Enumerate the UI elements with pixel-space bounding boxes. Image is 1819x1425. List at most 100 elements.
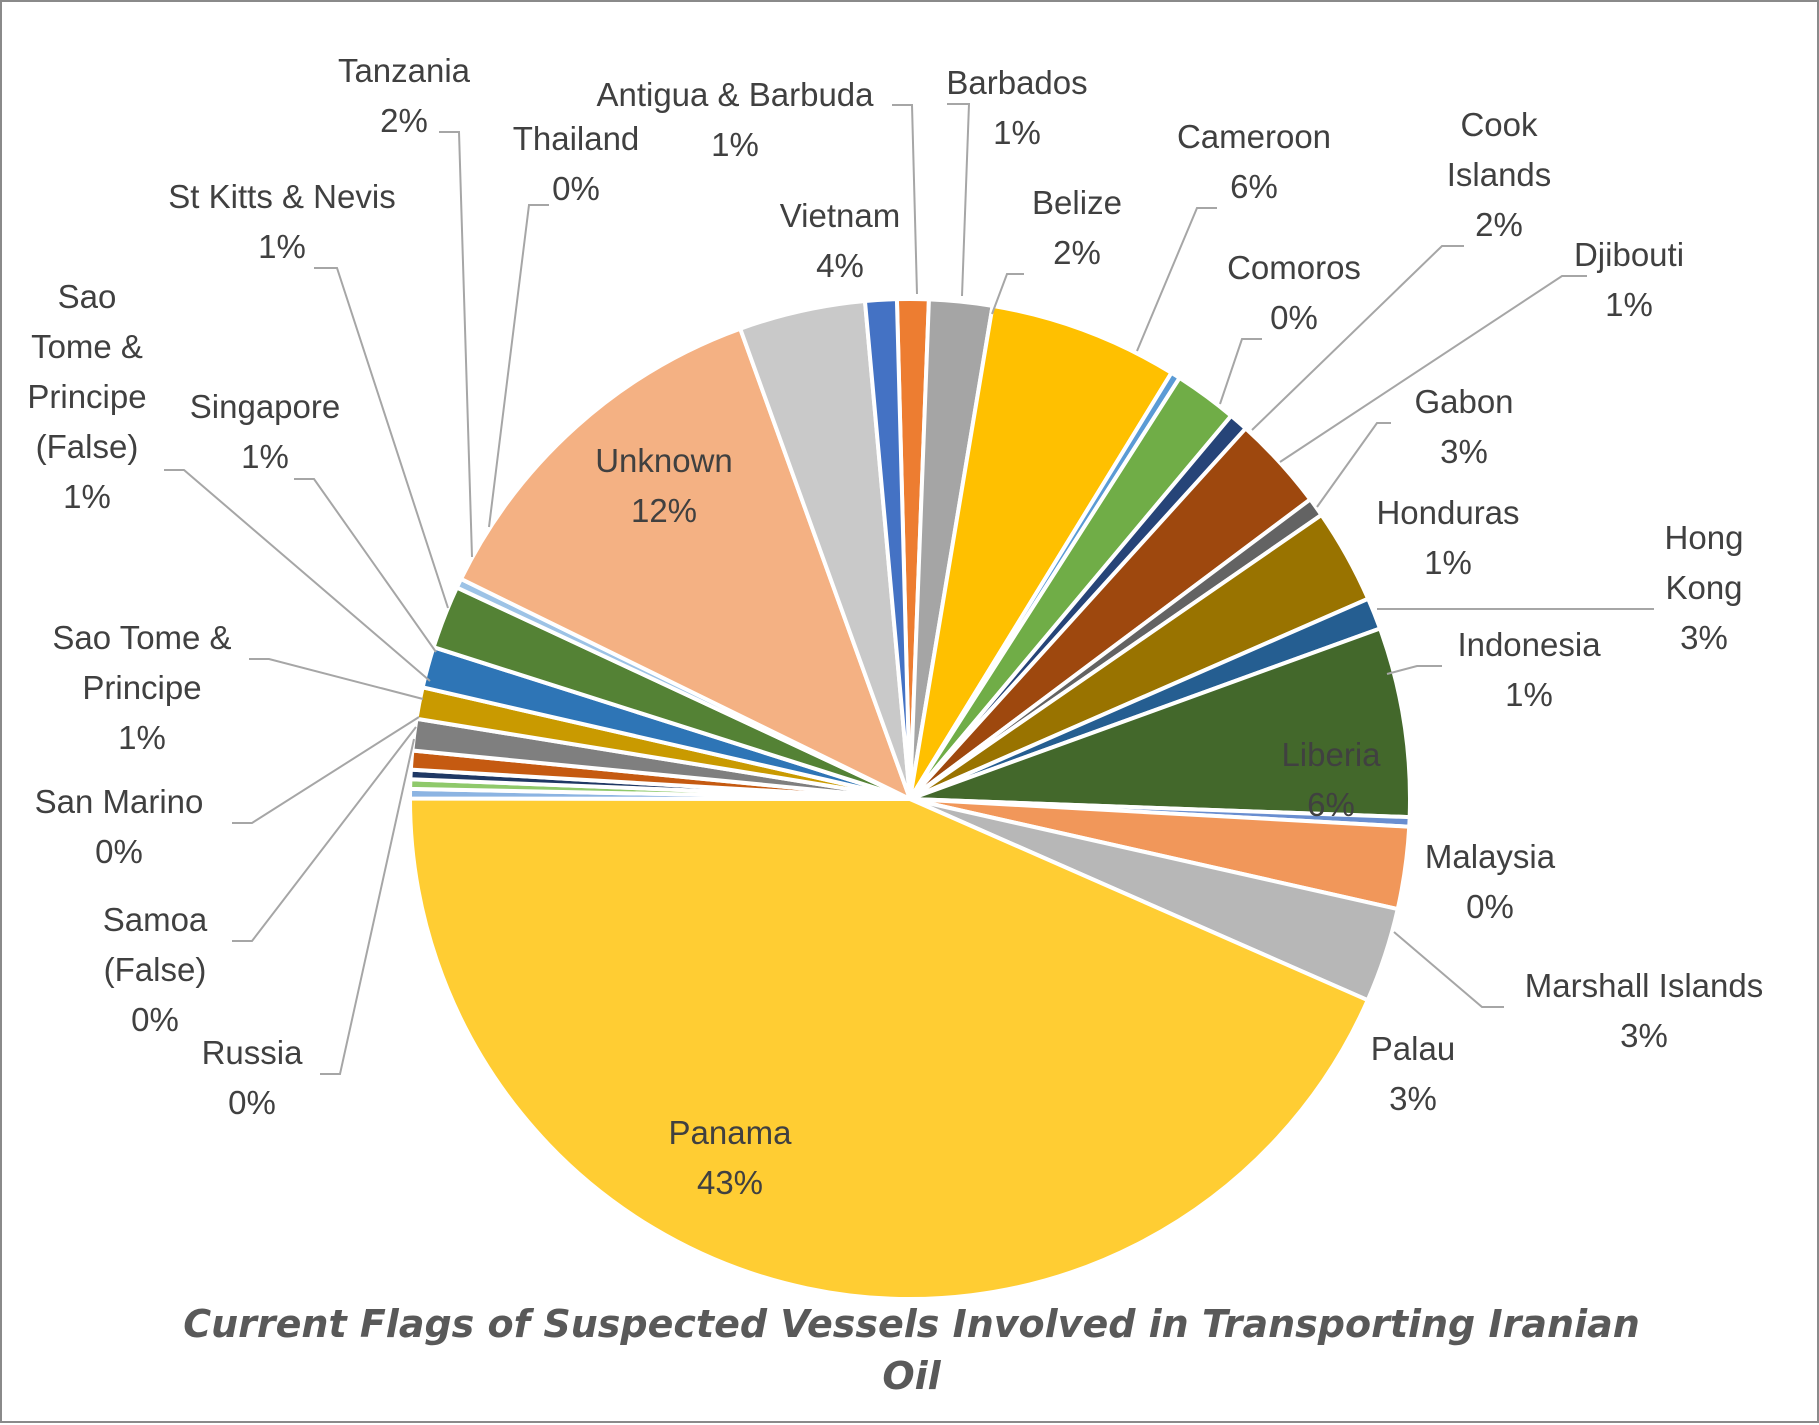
leader-line-russia — [320, 738, 415, 1075]
slice-label-gabon: Gabon 3% — [1414, 383, 1513, 470]
slice-label-russia: Russia 0% — [202, 1034, 304, 1121]
leader-line-barbados — [947, 103, 971, 297]
slice-label-line: (False) — [104, 951, 207, 988]
slice-label-line: 0% — [95, 833, 143, 870]
slice-label-line: Tome & — [31, 328, 143, 365]
slice-label-line: 3% — [1389, 1080, 1437, 1117]
slice-label-line: 2% — [380, 102, 428, 139]
slice-label-antigua-and-barbuda: Antigua & Barbuda 1% — [596, 76, 874, 163]
chart-title-line-1: Current Flags of Suspected Vessels Invol… — [183, 1302, 1640, 1346]
slice-label-line: Antigua & Barbuda — [596, 76, 874, 113]
slice-label-line: 0% — [131, 1001, 179, 1038]
pie-slice-panama — [408, 796, 1370, 1301]
leader-lines — [164, 103, 1654, 1075]
leader-line-thailand — [488, 204, 549, 528]
slice-label-djibouti: Djibouti 1% — [1574, 236, 1684, 323]
slice-label-vietnam: Vietnam 4% — [780, 197, 900, 284]
pie-slice-cameroon — [908, 303, 1174, 801]
slice-label-line: 1% — [241, 438, 289, 475]
slice-label-line: Islands — [1447, 156, 1552, 193]
slice-label-line: Palau — [1371, 1030, 1455, 1067]
leader-line-marshall-islands — [1393, 931, 1504, 1008]
slice-label-tanzania: Tanzania 2% — [338, 52, 471, 139]
leader-line-san-marino — [232, 716, 420, 824]
slice-label-line: St Kitts & Nevis — [168, 178, 395, 215]
slice-label-line: Samoa — [103, 901, 208, 938]
slice-label-samoa-false: Samoa (False) 0% — [103, 901, 208, 1038]
leader-line-sao-tome-and-principe-false — [164, 469, 431, 682]
slice-label-line: 2% — [1475, 206, 1523, 243]
slice-label-line: 1% — [118, 719, 166, 756]
slice-label-line: Indonesia — [1457, 626, 1601, 663]
slice-label-cook-islands: Cook Islands 2% — [1447, 106, 1552, 243]
slice-label-line: Thailand — [513, 120, 640, 157]
slice-label-line: Singapore — [190, 388, 340, 425]
slice-label-line: Tanzania — [338, 52, 471, 89]
slice-label-palau: Palau 3% — [1371, 1030, 1455, 1117]
slice-label-line: Gabon — [1414, 383, 1513, 420]
slice-label-line: Liberia — [1281, 736, 1381, 773]
pie-slice-liberia — [908, 626, 1412, 820]
slice-label-line: Cameroon — [1177, 118, 1331, 155]
slice-label-barbados: Barbados 1% — [946, 64, 1087, 151]
leader-line-sao-tome-and-principe — [249, 658, 424, 700]
slice-label-line: 3% — [1440, 433, 1488, 470]
slice-label-panama: Panama 43% — [669, 1114, 793, 1201]
slice-label-line: Barbados — [946, 64, 1087, 101]
slice-label-liberia: Liberia 6% — [1281, 736, 1381, 823]
slice-label-line: Belize — [1032, 184, 1122, 221]
slice-label-singapore: Singapore 1% — [190, 388, 340, 475]
leader-line-gabon — [1316, 422, 1391, 508]
slice-label-line: 6% — [1230, 168, 1278, 205]
pie-slice-unknown — [459, 326, 912, 801]
slice-label-line: 3% — [1680, 619, 1728, 656]
slice-label-line: Principe — [82, 669, 201, 706]
slice-label-line: 0% — [552, 170, 600, 207]
slice-label-line: Honduras — [1376, 494, 1519, 531]
slice-label-marshall-islands: Marshall Islands 3% — [1525, 967, 1763, 1054]
slice-label-line: Comoros — [1227, 249, 1361, 286]
slice-label-belize: Belize 2% — [1032, 184, 1122, 271]
slice-label-line: Vietnam — [780, 197, 900, 234]
slice-label-line: 2% — [1053, 234, 1101, 271]
leader-line-indonesia — [1386, 665, 1442, 675]
slice-label-sao-tome-and-principe-false: Sao Tome & Principe (False) 1% — [27, 278, 146, 515]
slice-label-line: 0% — [1270, 299, 1318, 336]
slice-label-line: 1% — [1605, 286, 1653, 323]
slice-label-line: 6% — [1307, 786, 1355, 823]
slice-label-line: Djibouti — [1574, 236, 1684, 273]
leader-line-antigua-and-barbuda — [892, 104, 918, 295]
slice-labels: Barbados 1% Belize 2% Cameroon 6% Comoros 0% Coo… — [27, 52, 1763, 1201]
slice-label-cameroon: Cameroon 6% — [1177, 118, 1331, 205]
slice-label-honduras: Honduras 1% — [1376, 494, 1519, 581]
slice-label-line: Malaysia — [1425, 838, 1556, 875]
slice-label-line: 4% — [816, 247, 864, 284]
slice-label-line: 12% — [631, 492, 697, 529]
chart-title-line-2: Oil — [882, 1354, 941, 1398]
slice-label-st-kitts-and-nevis: St Kitts & Nevis 1% — [168, 178, 395, 265]
leader-line-tanzania — [439, 131, 473, 558]
slice-label-line: 1% — [63, 478, 111, 515]
slice-label-line: San Marino — [35, 783, 204, 820]
slice-label-line: 1% — [258, 228, 306, 265]
pie-slice-antigua-and-barbuda — [862, 297, 912, 801]
slice-label-line: 43% — [697, 1164, 763, 1201]
leader-line-cameroon — [1136, 207, 1217, 352]
slice-label-line: 1% — [711, 126, 759, 163]
slice-label-line: 1% — [1505, 676, 1553, 713]
leader-line-comoros — [1219, 338, 1262, 405]
leader-line-singapore — [294, 478, 437, 653]
leader-line-belize — [991, 273, 1024, 315]
slice-label-thailand: Thailand 0% — [513, 120, 640, 207]
slice-label-line: Marshall Islands — [1525, 967, 1763, 1004]
slice-label-line: 3% — [1620, 1017, 1668, 1054]
slice-label-line: 0% — [228, 1084, 276, 1121]
slice-label-line: Sao — [58, 278, 117, 315]
slice-label-line: 0% — [1466, 888, 1514, 925]
slice-label-line: Russia — [202, 1034, 304, 1071]
leader-line-samoa-false — [232, 726, 417, 942]
slice-label-hong-kong: Hong Kong 3% — [1665, 519, 1744, 656]
slice-label-line: Kong — [1665, 569, 1742, 606]
slice-label-line: 1% — [993, 114, 1041, 151]
